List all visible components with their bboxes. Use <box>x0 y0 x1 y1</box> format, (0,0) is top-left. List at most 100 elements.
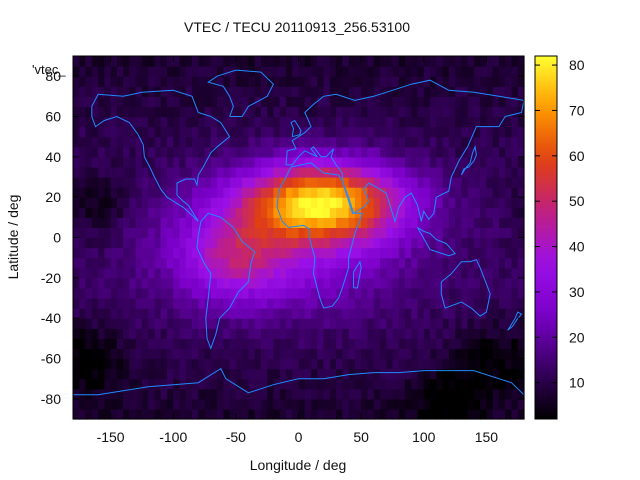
heatmap-cell <box>455 408 462 420</box>
heatmap-cell <box>160 298 168 309</box>
heatmap-cell <box>417 126 425 138</box>
heatmap-cell <box>436 298 444 309</box>
heatmap-cell <box>198 378 206 390</box>
heatmap-cell <box>223 328 231 339</box>
heatmap-cell <box>91 136 99 148</box>
heatmap-cell <box>198 388 206 400</box>
heatmap-cell <box>367 136 375 148</box>
heatmap-cell <box>254 247 262 259</box>
heatmap-cell <box>210 277 218 289</box>
heatmap-cell <box>166 66 174 77</box>
heatmap-cell <box>411 187 419 198</box>
heatmap-cell <box>392 197 400 208</box>
heatmap-cell <box>323 237 331 249</box>
heatmap-cell <box>185 328 193 339</box>
heatmap-cell <box>404 86 412 97</box>
y-tick-label: -20 <box>41 270 61 286</box>
heatmap-cell <box>91 56 99 67</box>
heatmap-cell <box>98 277 105 289</box>
heatmap-cell <box>336 247 343 259</box>
heatmap-cell <box>116 76 124 87</box>
heatmap-cell <box>192 348 199 360</box>
heatmap-cell <box>210 166 218 178</box>
heatmap-cell <box>336 298 343 309</box>
heatmap-cell <box>417 146 425 158</box>
heatmap-cell <box>329 348 337 360</box>
heatmap-cell <box>260 116 268 128</box>
heatmap-cell <box>517 338 525 350</box>
heatmap-cell <box>91 177 99 188</box>
heatmap-cell <box>348 287 356 299</box>
heatmap-cell <box>379 146 387 158</box>
heatmap-cell <box>104 267 112 279</box>
heatmap-cell <box>223 76 231 87</box>
heatmap-cell <box>198 146 206 158</box>
heatmap-cell <box>273 388 281 400</box>
heatmap-cell <box>248 116 256 128</box>
heatmap-cell <box>79 338 87 350</box>
heatmap-cell <box>317 388 325 400</box>
heatmap-cell <box>398 106 406 118</box>
heatmap-cell <box>404 298 412 309</box>
heatmap-cell <box>392 126 400 138</box>
heatmap-cell <box>242 177 249 188</box>
heatmap-cell <box>267 267 275 279</box>
heatmap-cell <box>348 328 356 339</box>
heatmap-cell <box>354 267 362 279</box>
heatmap-cell <box>91 358 99 370</box>
heatmap-cell <box>498 187 506 198</box>
heatmap-cell <box>104 398 112 410</box>
heatmap-cell <box>254 56 262 67</box>
heatmap-cell <box>379 66 387 77</box>
heatmap-cell <box>417 56 425 67</box>
heatmap-cell <box>480 277 488 289</box>
heatmap-cell <box>279 368 287 380</box>
heatmap-cell <box>104 177 112 188</box>
heatmap-cell <box>517 177 525 188</box>
heatmap-cell <box>448 318 456 329</box>
heatmap-cell <box>229 388 237 400</box>
heatmap-cell <box>367 318 375 329</box>
heatmap-cell <box>91 398 99 410</box>
heatmap-cell <box>279 318 287 329</box>
heatmap-cell <box>98 318 105 329</box>
heatmap-cell <box>160 66 168 77</box>
heatmap-cell <box>254 408 262 420</box>
heatmap-cell <box>248 358 256 370</box>
heatmap-cell <box>448 338 456 350</box>
heatmap-cell <box>492 358 500 370</box>
heatmap-cell <box>498 237 506 249</box>
heatmap-cell <box>248 388 256 400</box>
heatmap-cell <box>511 197 519 208</box>
heatmap-cell <box>342 408 350 420</box>
heatmap-cell <box>486 328 494 339</box>
heatmap-cell <box>292 166 300 178</box>
heatmap-cell <box>229 146 237 158</box>
heatmap-cell <box>373 86 381 97</box>
heatmap-cell <box>166 287 174 299</box>
heatmap-cell <box>160 116 168 128</box>
heatmap-cell <box>104 237 112 249</box>
heatmap-cell <box>148 197 156 208</box>
heatmap-cell <box>79 66 87 77</box>
heatmap-cell <box>285 126 293 138</box>
heatmap-cell <box>505 338 513 350</box>
heatmap-cell <box>473 166 481 178</box>
colorbar-tick-label: 30 <box>569 284 585 300</box>
heatmap-cell <box>436 408 444 420</box>
heatmap-cell <box>423 287 431 299</box>
heatmap-cell <box>498 318 506 329</box>
heatmap-cell <box>323 267 331 279</box>
heatmap-cell <box>260 146 268 158</box>
heatmap-cell <box>423 388 431 400</box>
heatmap-cell <box>361 166 368 178</box>
heatmap-cell <box>511 398 519 410</box>
heatmap-cell <box>248 318 256 329</box>
heatmap-cell <box>473 247 481 259</box>
heatmap-cell <box>398 388 406 400</box>
heatmap-cell <box>442 318 450 329</box>
heatmap-cell <box>386 187 394 198</box>
heatmap-cell <box>185 318 193 329</box>
heatmap-cell <box>298 277 306 289</box>
